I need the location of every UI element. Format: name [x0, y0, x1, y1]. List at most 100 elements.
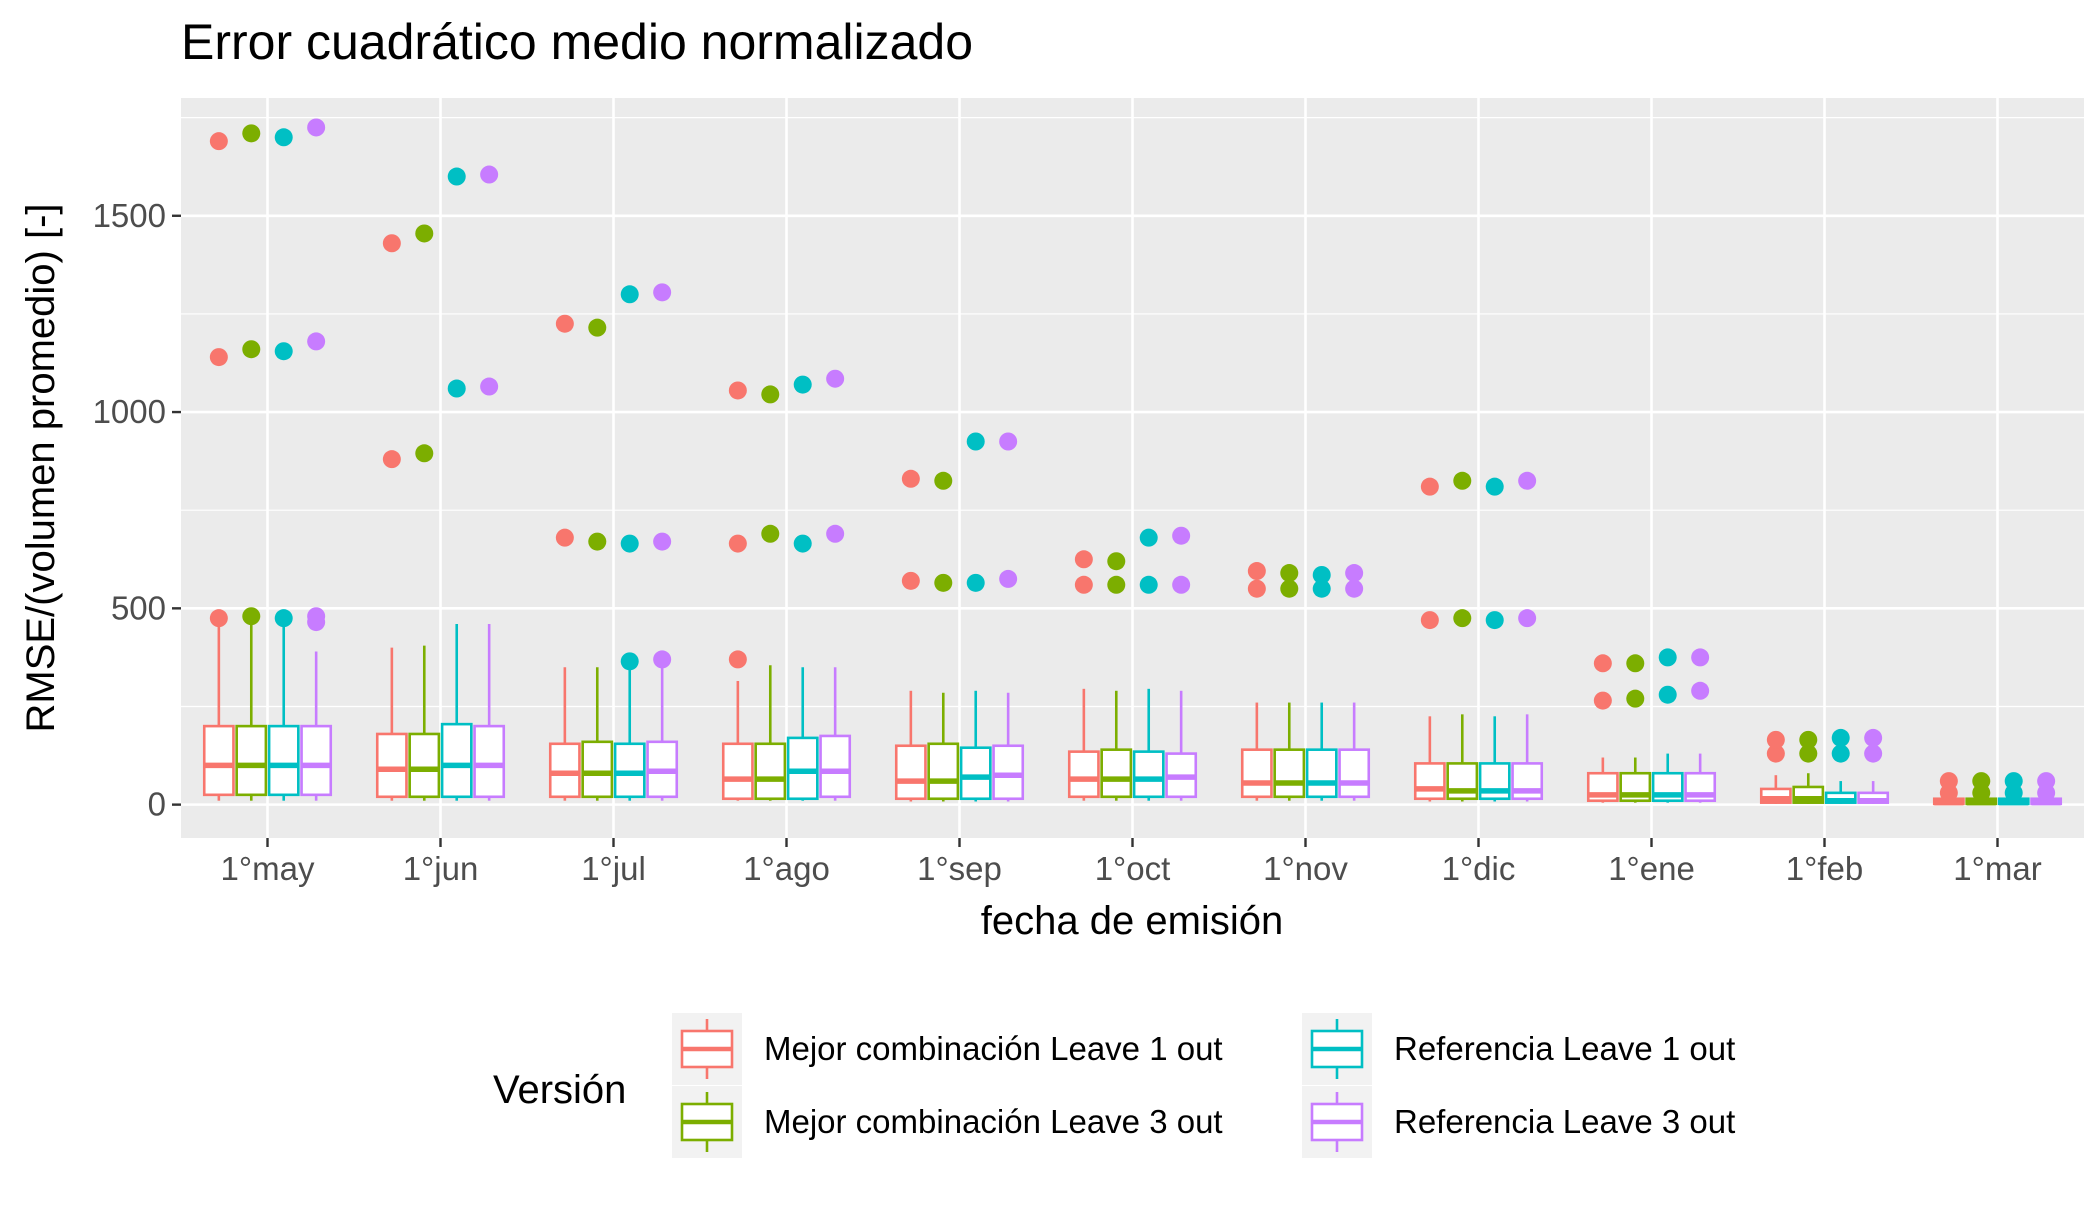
outlier-point: [1139, 575, 1158, 594]
outlier-point: [653, 650, 672, 669]
box: [300, 118, 333, 801]
y-tick-label: 0: [148, 786, 166, 823]
box-body: [786, 736, 819, 801]
box: [1305, 565, 1338, 801]
outlier-point: [1345, 579, 1364, 598]
box-body: [548, 742, 581, 799]
outlier-point: [1074, 575, 1093, 594]
box-body: [959, 746, 992, 801]
legend-title: Versión: [493, 1068, 626, 1112]
outlier-point: [1799, 730, 1818, 749]
box: [1857, 728, 1890, 804]
legend-label: Mejor combinación Leave 1 out: [764, 1030, 1223, 1067]
outlier-point: [1831, 744, 1850, 763]
box: [1651, 648, 1684, 803]
box: [235, 124, 268, 801]
box-body: [235, 724, 268, 797]
outlier-point: [728, 534, 747, 553]
box-layer: [202, 118, 2063, 806]
outlier-point: [1485, 611, 1504, 630]
box: [1446, 471, 1479, 802]
legend-item: Mejor combinación Leave 3 out: [672, 1086, 1223, 1158]
outlier-point: [2004, 772, 2023, 791]
outlier-point: [307, 607, 326, 626]
outlier-point: [1280, 564, 1299, 583]
x-tick-label: 1°mar: [1953, 850, 2041, 887]
outlier-point: [1691, 648, 1710, 667]
y-tick-label: 1500: [93, 197, 166, 234]
outlier-point: [999, 569, 1018, 588]
x-tick-label: 1°dic: [1442, 850, 1516, 887]
box: [408, 224, 441, 801]
box-body: [473, 724, 506, 799]
outlier-point: [966, 573, 985, 592]
outlier-point: [620, 652, 639, 671]
outlier-point: [447, 167, 466, 186]
outlier-point: [761, 524, 780, 543]
box: [1932, 772, 1965, 806]
box: [1759, 730, 1792, 804]
outlier-point: [1247, 562, 1266, 581]
box-body: [1067, 750, 1100, 799]
legend-item: Referencia Leave 3 out: [1302, 1086, 1735, 1158]
outlier-point: [1312, 579, 1331, 598]
series-group: [202, 132, 1965, 806]
box-body: [267, 724, 300, 797]
outlier-point: [1691, 681, 1710, 700]
outlier-point: [793, 534, 812, 553]
outlier-point: [555, 528, 574, 547]
outlier-point: [588, 532, 607, 551]
outlier-point: [826, 369, 845, 388]
outlier-point: [242, 607, 261, 626]
box: [819, 369, 852, 801]
series-group: [267, 128, 2030, 806]
outlier-point: [242, 124, 261, 143]
box: [894, 469, 927, 802]
outlier-point: [588, 318, 607, 337]
outlier-point: [274, 609, 293, 628]
outlier-point: [382, 450, 401, 469]
outlier-point: [1972, 772, 1991, 791]
outlier-point: [307, 332, 326, 351]
outlier-point: [1799, 744, 1818, 763]
outlier-point: [2037, 772, 2056, 791]
box-body: [1132, 750, 1165, 799]
outlier-point: [1864, 744, 1883, 763]
outlier-point: [934, 573, 953, 592]
box-body: [754, 742, 787, 801]
outlier-point: [934, 471, 953, 490]
box: [646, 283, 679, 801]
x-tick-label: 1°nov: [1263, 850, 1348, 887]
outlier-point: [1453, 609, 1472, 628]
outlier-point: [1626, 654, 1645, 673]
outlier-point: [1593, 691, 1612, 710]
outlier-point: [1658, 648, 1677, 667]
box: [1511, 471, 1544, 802]
box: [267, 128, 300, 801]
outlier-point: [274, 342, 293, 361]
box: [2030, 772, 2063, 806]
outlier-point: [1518, 609, 1537, 628]
box-body: [613, 742, 646, 799]
box-body: [1240, 748, 1273, 799]
outlier-point: [620, 534, 639, 553]
x-axis: 1°may 1°jun 1°jul 1°ago 1°sep 1°oct 1°nov 1°dic…: [221, 838, 2042, 887]
outlier-point: [382, 234, 401, 253]
box-body: [1305, 748, 1338, 799]
x-axis-title: fecha de emisión: [981, 899, 1283, 943]
box: [1240, 562, 1273, 801]
outlier-point: [1172, 575, 1191, 594]
box: [721, 381, 754, 801]
x-tick-label: 1°jun: [403, 850, 479, 887]
y-tick-label: 1000: [93, 393, 166, 430]
box-body: [375, 732, 408, 799]
legend-label: Mejor combinación Leave 3 out: [764, 1103, 1223, 1140]
y-axis-title: RMSE/(volumen promedio) [-]: [19, 203, 63, 732]
box: [1273, 564, 1306, 801]
outlier-point: [1658, 685, 1677, 704]
box-body: [408, 732, 441, 799]
y-tick-label: 500: [111, 589, 166, 626]
series-group: [300, 118, 2063, 806]
